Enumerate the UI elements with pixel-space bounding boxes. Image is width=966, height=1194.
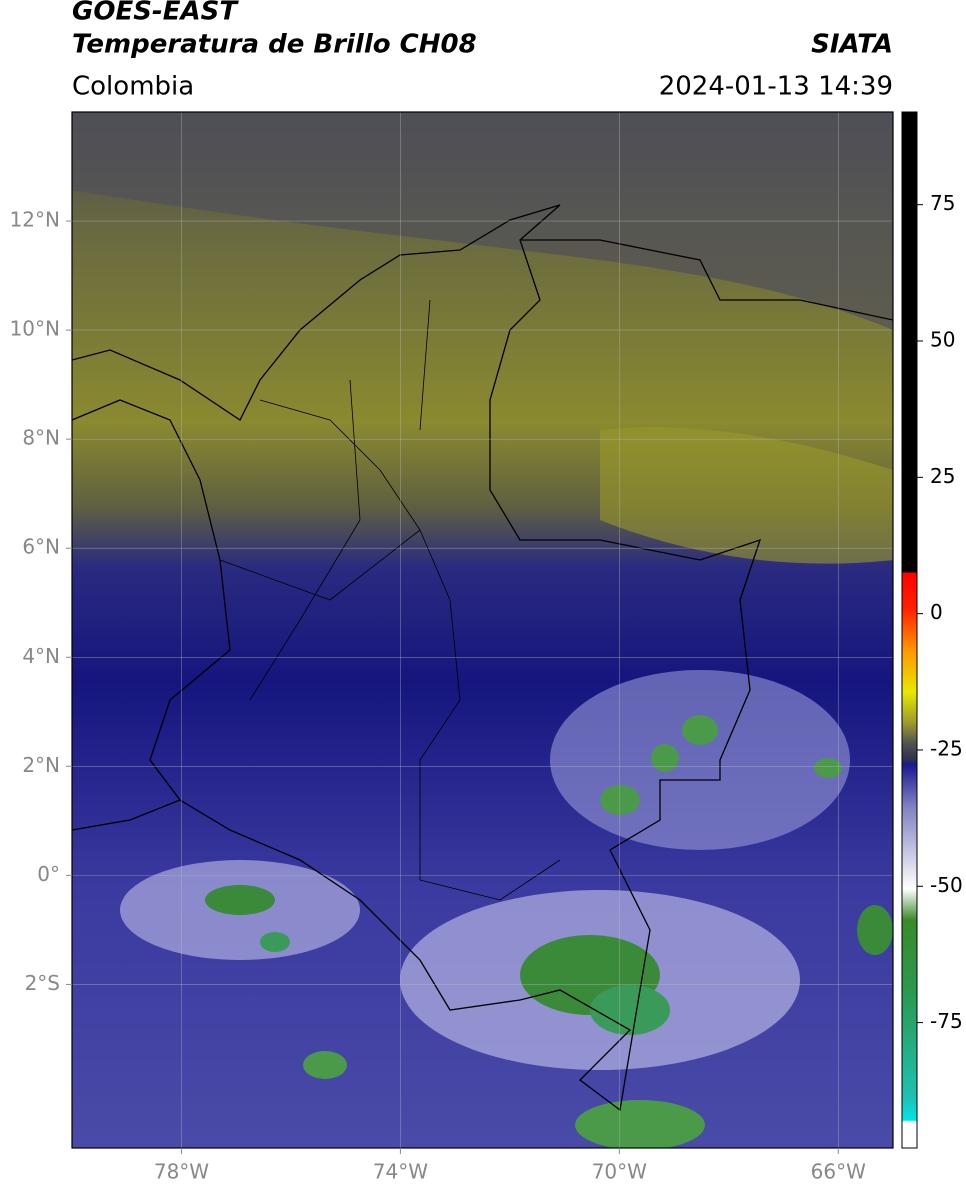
y-tick-label: 6°N — [22, 535, 60, 559]
colorbar-tick-label: 75 — [930, 191, 955, 215]
x-tick-label: 78°W — [154, 1160, 209, 1184]
colorbar-tick-label: 25 — [930, 464, 955, 488]
map-frame — [71, 111, 894, 1149]
y-tick-label: 2°S — [25, 971, 60, 995]
x-tick-label: 70°W — [592, 1160, 647, 1184]
datetime: 2024-01-13 14:39 — [659, 72, 893, 102]
colorbar-tick-label: 0 — [930, 600, 943, 624]
y-tick-label: 12°N — [10, 208, 60, 232]
satellite-image — [72, 112, 893, 1148]
colorbar-tick-label: -75 — [930, 1009, 963, 1033]
y-tick-label: 4°N — [22, 644, 60, 668]
source: SIATA — [811, 30, 893, 60]
y-tick-label: 2°N — [22, 753, 60, 777]
subtitle: Temperatura de Brillo CH08 — [72, 30, 477, 60]
y-tick-label: 10°N — [10, 317, 60, 341]
region: Colombia — [72, 72, 194, 102]
colorbar-tick-label: -25 — [930, 736, 963, 760]
colorbar — [901, 111, 918, 1149]
colorbar-tick-label: 50 — [930, 328, 955, 352]
colorbar-tick-label: -50 — [930, 873, 963, 897]
y-tick-label: 0° — [37, 862, 60, 886]
y-tick-label: 8°N — [22, 426, 60, 450]
x-tick-label: 66°W — [811, 1160, 866, 1184]
title: GOES-EAST — [72, 0, 239, 27]
grid — [72, 112, 893, 1148]
x-tick-label: 74°W — [373, 1160, 428, 1184]
